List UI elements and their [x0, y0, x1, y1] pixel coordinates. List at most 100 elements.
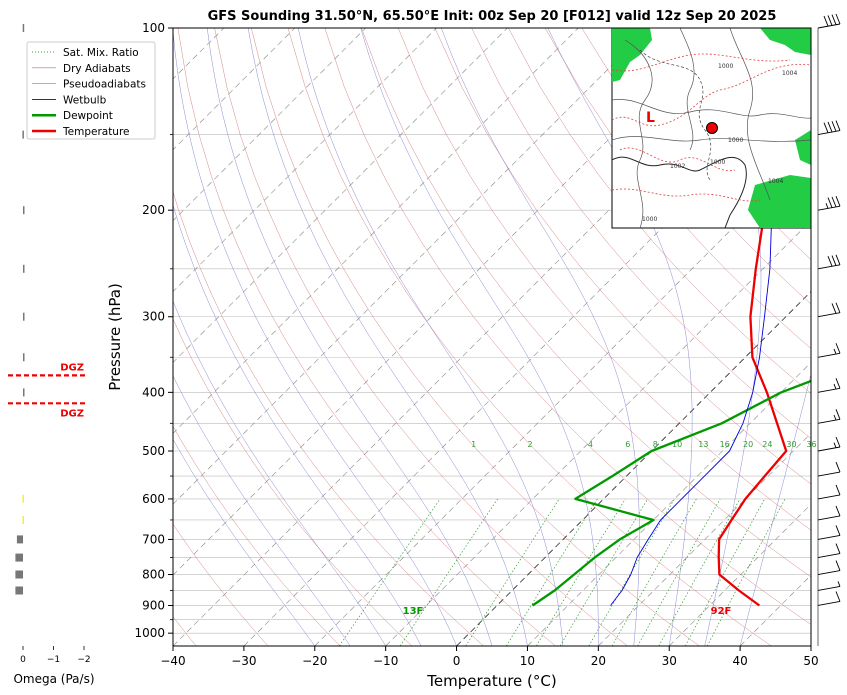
- pseudoadiabat-line: [441, 28, 640, 646]
- dgz-label: DGZ: [60, 408, 84, 419]
- mixing-ratio-label: 8: [653, 440, 658, 449]
- omega-bar: [23, 388, 25, 397]
- legend-label: Wetbulb: [63, 94, 107, 106]
- mixing-ratio-label: 1: [471, 440, 476, 449]
- isotherm-line: [314, 149, 811, 646]
- x-axis: −40 −30 −20 −10 0 10 20 30 40 50: [160, 646, 819, 668]
- wind-barb-flag: [827, 121, 833, 133]
- plot-frame: [172, 27, 812, 647]
- mixing-ratio-label: 16: [720, 440, 730, 449]
- isotherm-line: [456, 290, 811, 646]
- wind-barb-flag: [831, 196, 837, 208]
- wind-barb-flag: [827, 256, 833, 267]
- wind-barb-flag: [835, 543, 841, 554]
- pseudoadiabat-line: [173, 28, 457, 646]
- mixing-ratio-line: [658, 498, 741, 646]
- isotherm-line: [669, 503, 811, 646]
- y-tick-label: 900: [142, 598, 165, 612]
- dry-adiabat-line: [508, 28, 811, 394]
- wind-barb-staff: [817, 352, 841, 358]
- wind-barb-flag: [835, 120, 841, 131]
- wind-barb-staff: [817, 387, 841, 393]
- legend-label: Dewpoint: [63, 110, 113, 122]
- wind-barb-staff: [817, 312, 841, 318]
- legend-label: Sat. Mix. Ratio: [63, 47, 139, 59]
- wind-barbs: [817, 13, 841, 646]
- inset-isobar: [612, 136, 811, 142]
- isotherm-line: [243, 78, 811, 646]
- pseudoadiabat-line: [173, 375, 351, 646]
- omega-tick-label: 0: [20, 655, 26, 665]
- omega-bar: [23, 353, 25, 362]
- pseudoadiabat-line: [689, 28, 762, 646]
- x-tick-label: −30: [231, 654, 256, 668]
- dry-adiabat-line: [434, 28, 811, 485]
- wind-barb-flag: [827, 15, 833, 26]
- dry-adiabat-line: [581, 28, 811, 305]
- inset-precip-area: [795, 130, 811, 165]
- omega-bar: [22, 494, 24, 503]
- inset-coastline: [612, 156, 747, 228]
- x-axis-label: Temperature (°C): [426, 672, 556, 690]
- dry-adiabat-line: [251, 28, 700, 646]
- isotherm-line: [810, 645, 811, 646]
- y-axis: 1000 900 800 700 600 500 400 300 200 100: [134, 21, 173, 640]
- inset-map-label: 1004: [768, 178, 783, 185]
- omega-bar: [15, 570, 23, 579]
- mixing-ratio-label: 6: [625, 440, 630, 449]
- wind-barb-flag: [835, 13, 841, 25]
- wind-barb-half-flag: [833, 348, 837, 355]
- omega-bar: [15, 553, 23, 562]
- wind-barb-staff: [817, 418, 841, 424]
- wind-barb-flag: [835, 560, 841, 571]
- mixing-ratio-line: [535, 498, 626, 646]
- wind-barb-staff: [817, 601, 841, 606]
- legend-label: Pseudoadiabats: [63, 79, 146, 91]
- inset-isobar: [612, 98, 811, 119]
- inset-map-label: 1000: [718, 63, 733, 70]
- pseudoadiabat-line: [739, 372, 811, 646]
- wind-barb-staff: [817, 570, 841, 575]
- wind-barb-half-flag: [833, 414, 837, 421]
- legend-label: Temperature: [62, 126, 130, 138]
- dgz-label: DGZ: [60, 362, 84, 373]
- mixing-ratio-line: [339, 498, 441, 646]
- pseudoadiabat-line: [247, 28, 528, 646]
- mixing-ratio-line: [637, 498, 721, 646]
- y-tick-label: 800: [142, 568, 165, 582]
- legend-label: Dry Adiabats: [63, 63, 131, 75]
- wetbulb-trace: [610, 210, 773, 606]
- dry-adiabat-line: [361, 28, 811, 578]
- inset-isotherm: [612, 63, 811, 127]
- inset-isobar: [729, 28, 771, 201]
- inset-map-label: 1000: [642, 216, 657, 223]
- x-tick-label: 50: [803, 654, 818, 668]
- mixing-ratio-line: [706, 498, 786, 646]
- wind-barb-flag: [835, 302, 841, 313]
- wind-barb-staff: [817, 471, 841, 477]
- wind-barb-half-flag: [833, 383, 837, 390]
- dry-adiabat-line: [544, 28, 811, 349]
- wind-barb-flag: [823, 122, 829, 133]
- wind-barb-flag: [835, 409, 841, 420]
- dry-adiabat-line: [287, 28, 772, 646]
- dry-adiabat-line: [324, 28, 811, 625]
- pseudoadiabat-line: [173, 204, 422, 646]
- pseudoadiabat-line: [360, 28, 599, 646]
- wind-barb-staff: [817, 264, 841, 270]
- omega-bar: [22, 24, 25, 32]
- wind-barb-flag: [835, 461, 841, 473]
- inset-map: L 1000 1000 1002 1004 1000 1000 1004: [611, 27, 812, 229]
- dry-adiabat-line: [173, 318, 413, 646]
- wind-barb-flag: [835, 484, 841, 496]
- omega-tick-label: −1: [47, 655, 60, 665]
- mixing-ratio-line: [399, 498, 498, 646]
- x-tick-label: −40: [160, 654, 185, 668]
- wind-barb-flag: [835, 378, 841, 389]
- inset-map-label: 1000: [710, 159, 725, 166]
- inset-location-marker: [706, 122, 718, 134]
- wind-barb-half-flag: [825, 203, 829, 209]
- x-tick-label: 20: [591, 654, 606, 668]
- wind-barb-staff: [817, 446, 841, 452]
- y-tick-label: 500: [142, 444, 165, 458]
